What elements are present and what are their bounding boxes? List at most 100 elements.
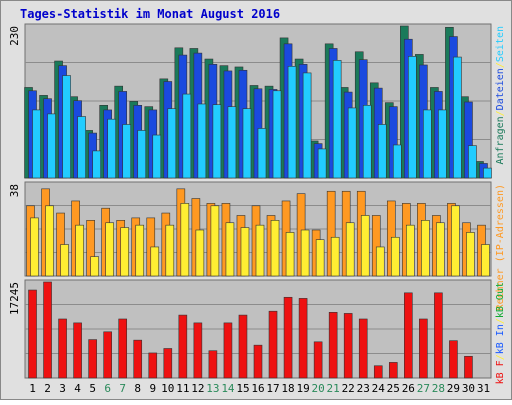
bar-middle-besuche-day-30 [466, 232, 475, 277]
day-label-16: 16 [251, 382, 264, 395]
day-label-29: 29 [447, 382, 460, 395]
bar-top-seiten-day-9 [152, 134, 162, 179]
bar-top-seiten-day-27 [423, 109, 432, 179]
bar-middle-besuche-day-23 [360, 215, 370, 277]
bar-top-seiten-day-10 [167, 108, 177, 179]
bar-bottom-kb-f-day-17 [268, 310, 278, 379]
bar-middle-besuche-day-31 [481, 244, 490, 277]
day-label-26: 26 [402, 382, 415, 395]
bar-top-seiten-day-28 [438, 109, 447, 179]
y-max-label-bottom: 17245 [8, 282, 21, 315]
bar-top-seiten-day-26 [408, 56, 417, 179]
day-label-19: 19 [296, 382, 309, 395]
bar-middle-besuche-day-18 [285, 232, 295, 277]
bar-middle-besuche-day-3 [60, 244, 69, 277]
bar-middle-besuche-day-17 [270, 220, 280, 277]
bar-bottom-kb-f-day-8 [133, 339, 143, 379]
day-label-20: 20 [312, 382, 325, 395]
bar-middle-besuche-day-13 [210, 205, 220, 277]
bar-middle-besuche-day-25 [390, 236, 400, 277]
bar-middle-besuche-day-16 [255, 224, 265, 277]
bar-top-seiten-day-11 [182, 93, 192, 179]
day-label-27: 27 [417, 382, 430, 395]
legend-item-top-3: / [495, 62, 506, 68]
bar-top-seiten-day-15 [242, 108, 252, 179]
bar-middle-besuche-day-6 [105, 222, 114, 277]
panel-middle: 38 Rechner (IP-Adressen) [8, 181, 506, 310]
bar-bottom-kb-f-day-20 [313, 341, 323, 379]
bar-middle-besuche-day-1 [30, 217, 39, 277]
day-label-11: 11 [176, 382, 189, 395]
bar-middle-besuche-day-29 [451, 205, 460, 277]
bar-bottom-kb-f-day-25 [388, 362, 398, 379]
chart-title: Tages-Statistik im Monat August 2016 [20, 7, 280, 21]
day-label-25: 25 [387, 382, 400, 395]
bar-bottom-kb-f-day-1 [28, 289, 37, 379]
day-label-6: 6 [104, 382, 111, 395]
bar-top-seiten-day-24 [377, 124, 387, 179]
bar-bottom-kb-f-day-24 [373, 365, 383, 379]
bar-middle-besuche-day-20 [315, 239, 325, 277]
day-label-21: 21 [327, 382, 340, 395]
day-label-5: 5 [89, 382, 96, 395]
bar-middle-besuche-day-28 [436, 222, 445, 277]
panel-bottom: 17245 kB F/kB In/kB Out [8, 279, 506, 384]
bar-bottom-kb-f-day-4 [73, 322, 82, 379]
bar-middle-besuche-day-24 [375, 246, 385, 277]
bar-top-seiten-day-3 [62, 75, 71, 179]
bar-top-seiten-day-6 [107, 118, 116, 179]
bar-middle-besuche-day-4 [75, 224, 84, 277]
bar-bottom-kb-f-day-15 [238, 314, 248, 379]
bar-bottom-kb-f-day-12 [193, 322, 203, 379]
bar-top-seiten-day-19 [302, 72, 312, 179]
bar-bottom-kb-f-day-23 [358, 318, 368, 379]
y-max-label-top: 230 [8, 26, 21, 46]
day-label-2: 2 [44, 382, 51, 395]
bar-middle-besuche-day-19 [300, 229, 310, 277]
day-label-8: 8 [134, 382, 141, 395]
bar-top-seiten-day-1 [32, 109, 41, 179]
bar-middle-besuche-day-11 [180, 203, 190, 277]
bar-bottom-kb-f-day-22 [343, 313, 353, 379]
day-label-31: 31 [477, 382, 490, 395]
day-label-13: 13 [206, 382, 219, 395]
bar-top-seiten-day-8 [137, 130, 147, 179]
legend-item-top-2: Dateien [495, 68, 506, 110]
bar-top-seiten-day-31 [483, 167, 492, 179]
bar-bottom-kb-f-day-21 [328, 312, 338, 379]
bar-bottom-kb-f-day-5 [88, 339, 97, 379]
bar-middle-besuche-day-8 [135, 224, 145, 277]
day-label-9: 9 [149, 382, 156, 395]
legend-item-top-0: Anfragen [495, 116, 506, 164]
bar-bottom-kb-f-day-13 [208, 350, 218, 379]
day-label-15: 15 [236, 382, 249, 395]
legend-top: Anfragen/Dateien/Seiten [495, 26, 506, 165]
bar-bottom-kb-f-day-2 [43, 281, 52, 379]
bar-middle-besuche-day-26 [406, 224, 415, 277]
day-label-30: 30 [462, 382, 475, 395]
bar-top-seiten-day-12 [197, 103, 207, 179]
day-labels: 1 2 3 4 5 6 7 8 9 10 11 12 13 14 15 16 17 18 19 20 21 22 23 24 2… [29, 382, 490, 395]
bar-middle-besuche-day-2 [45, 205, 54, 277]
bar-middle-besuche-day-15 [240, 227, 250, 277]
bar-middle-besuche-day-14 [225, 222, 235, 277]
bar-top-seiten-day-5 [92, 150, 101, 179]
day-label-12: 12 [191, 382, 204, 395]
bar-bottom-kb-f-day-28 [434, 292, 443, 379]
bar-top-seiten-day-30 [468, 145, 477, 179]
legend-item-bottom-1: / [495, 354, 506, 360]
bar-bottom-kb-f-day-6 [103, 331, 112, 379]
bar-middle-besuche-day-10 [165, 224, 175, 277]
bar-middle-besuche-day-12 [195, 229, 205, 277]
bar-bottom-kb-f-day-16 [253, 344, 263, 379]
day-label-24: 24 [372, 382, 386, 395]
legend-bottom: kB F/kB In/kB Out [495, 282, 506, 384]
bar-bottom-kb-f-day-29 [449, 340, 458, 379]
bar-bottom-kb-f-day-18 [283, 296, 293, 379]
day-label-23: 23 [357, 382, 370, 395]
bar-top-seiten-day-20 [317, 148, 327, 179]
